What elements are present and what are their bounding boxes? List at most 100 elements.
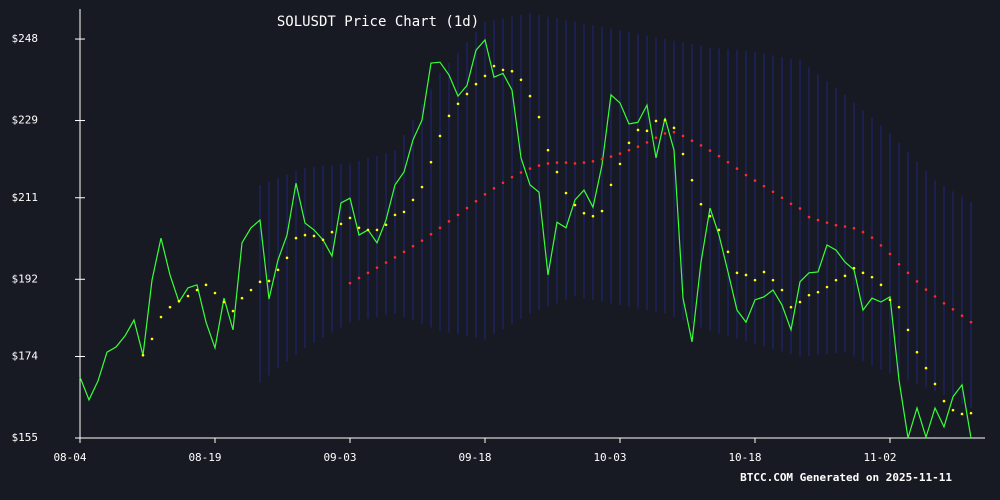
x-tick-label: 11-02	[863, 451, 896, 464]
ma-dot	[618, 162, 622, 166]
ma-dot	[735, 271, 739, 275]
ma-dot	[537, 115, 541, 119]
ma-dot	[834, 223, 838, 227]
ma-dot	[672, 130, 676, 134]
ma-dot	[231, 309, 235, 313]
ma-dot	[303, 233, 307, 237]
ma-dot	[852, 266, 856, 270]
ma-dot	[492, 187, 496, 190]
ma-dot	[924, 366, 928, 370]
ma-dot	[645, 141, 649, 144]
ma-dot	[456, 102, 460, 106]
ma-dot	[438, 226, 442, 230]
ma-dot	[393, 213, 397, 217]
chart-title: SOLUSDT Price Chart (1d)	[277, 14, 479, 30]
ma-dot	[357, 276, 361, 280]
ma-dot	[456, 213, 460, 217]
x-tick-label: 10-03	[593, 451, 626, 464]
ma-dot	[843, 274, 847, 278]
ma-dot	[375, 228, 379, 232]
ma-dot	[969, 320, 973, 324]
ma-dot	[249, 288, 253, 292]
ma-dot	[321, 238, 325, 242]
ma-dot	[186, 294, 190, 298]
ma-dot	[888, 252, 892, 256]
ma-dot	[798, 207, 802, 210]
ma-dot	[744, 173, 748, 177]
ma-dot	[447, 220, 451, 223]
ma-dot	[240, 296, 244, 300]
ma-dot	[717, 154, 721, 158]
ma-dot	[969, 411, 973, 415]
ma-dot	[636, 128, 640, 132]
price-line	[79, 38, 972, 440]
ma-dot	[213, 291, 217, 295]
y-tick-label: $174	[12, 349, 39, 362]
ma-dot	[825, 285, 829, 289]
ma-dot	[951, 408, 955, 412]
ma-dot	[924, 288, 928, 291]
ma-dot	[717, 228, 721, 232]
ma-dot	[852, 226, 856, 230]
ma-dot	[933, 295, 937, 298]
ma-dot	[663, 118, 667, 122]
ma-dot	[285, 256, 289, 260]
ma-dot	[555, 161, 559, 164]
ma-dot	[384, 261, 388, 264]
ma-dot	[555, 170, 559, 174]
ma-dot	[771, 278, 775, 282]
ma-dot	[600, 209, 604, 213]
ma-dot	[807, 215, 811, 219]
ma-dot	[825, 221, 829, 224]
ma-dot	[960, 412, 964, 416]
ma-dot	[834, 278, 838, 282]
ma-dot	[546, 148, 550, 152]
ma-dot	[501, 181, 505, 185]
ma-dot	[906, 328, 910, 332]
ma-dot	[600, 157, 604, 161]
ma-dot	[429, 232, 433, 236]
ma-dot	[708, 214, 712, 218]
ma-dot	[699, 144, 703, 147]
x-tick-label: 09-18	[458, 451, 491, 464]
ma-dot	[258, 280, 262, 284]
ma-dot	[501, 68, 505, 72]
ma-dot	[609, 183, 613, 187]
ma-dot	[951, 308, 955, 311]
ma-dot	[654, 136, 658, 139]
ma-dot	[420, 239, 424, 242]
ma-dot	[690, 178, 694, 182]
ma-dot	[645, 129, 649, 133]
ma-dot	[519, 78, 523, 82]
ma-dot	[474, 199, 478, 203]
ma-dot	[411, 198, 415, 202]
ma-dot	[573, 203, 577, 207]
ma-dot	[510, 69, 514, 73]
ma-dot	[879, 283, 883, 287]
ma-dot	[942, 301, 946, 305]
ma-dot	[843, 225, 847, 228]
ma-dot	[636, 145, 640, 149]
ma-dot	[348, 216, 352, 220]
ma-dot	[753, 278, 757, 282]
ma-dot	[204, 283, 208, 287]
ma-dot	[762, 270, 766, 274]
ma-dot	[564, 191, 568, 195]
ma-dot	[753, 179, 757, 182]
ma-dot	[798, 300, 802, 304]
ma-dot	[771, 190, 775, 194]
ma-dot	[735, 167, 739, 170]
ma-dot	[366, 228, 370, 232]
ma-dot	[222, 300, 226, 304]
ma-dot	[915, 280, 919, 283]
ma-dot	[483, 74, 487, 78]
ma-dot	[141, 353, 145, 357]
ma-dot	[483, 193, 487, 196]
x-tick-label: 10-18	[728, 451, 761, 464]
ma-dot	[519, 171, 523, 174]
ma-dot	[384, 223, 388, 227]
ma-dot	[528, 167, 532, 170]
ma-dot	[807, 293, 811, 297]
ma-dot	[654, 119, 658, 123]
